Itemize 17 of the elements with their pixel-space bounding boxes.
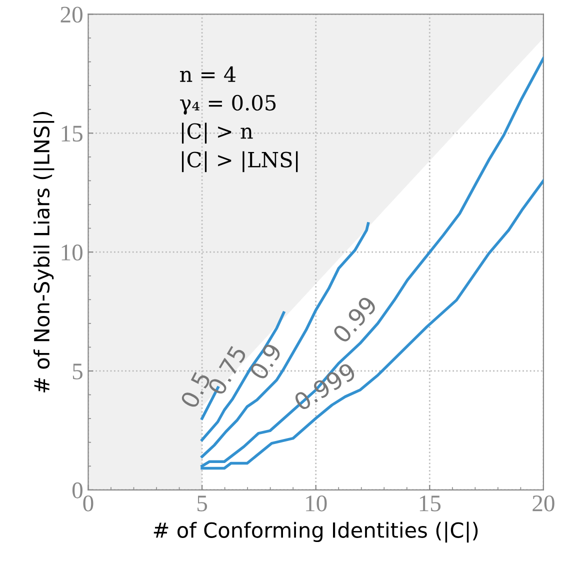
y-axis-title: # of Non-Sybil Liars (|LNS|)	[33, 112, 54, 392]
y-tick-label: 10	[62, 244, 82, 260]
annotation: |C| > n	[182, 122, 253, 144]
annotation: |C| > |LNS|	[182, 151, 298, 172]
x-axis-title: # of Conforming Identities (|C|)	[154, 522, 478, 543]
x-tick-label: 10	[306, 495, 327, 512]
text: 0.9	[248, 342, 282, 381]
y-tick-label: 20	[60, 6, 82, 23]
y-tick-label: 0	[72, 482, 82, 498]
y-tick-label: 5	[72, 364, 82, 380]
annotation: γ₄ = 0.05	[180, 94, 276, 115]
x-tick-label: 0	[83, 495, 94, 512]
x-tick-label: 5	[198, 496, 208, 512]
x-tick-label: 15	[420, 496, 441, 512]
y-tick-label: 15	[62, 126, 82, 142]
x-tick-label: 20	[532, 495, 554, 512]
annotation: n = 4	[180, 66, 236, 82]
